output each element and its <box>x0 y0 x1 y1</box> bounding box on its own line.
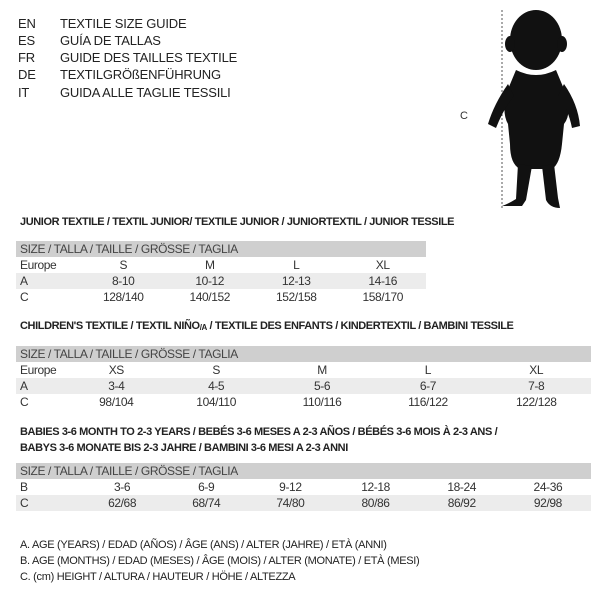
row-label: A <box>16 378 70 394</box>
children-section-title: CHILDREN'S TEXTILE / TEXTIL NIÑO/A / TEX… <box>20 320 514 332</box>
table-header: SIZE / TALLA / TAILLE / GRÖSSE / TAGLIA <box>16 346 591 362</box>
row-label: C <box>20 395 29 409</box>
row-label: Europe <box>20 258 57 272</box>
row-label: Europe <box>20 363 57 377</box>
cell: 12-13 <box>253 273 340 289</box>
cell: XS <box>108 363 125 377</box>
cell: 3-4 <box>70 378 163 394</box>
table-row: Europe S M L XL <box>16 257 426 273</box>
table-header: SIZE / TALLA / TAILLE / GRÖSSE / TAGLIA <box>16 241 426 257</box>
cell: 7-8 <box>481 378 591 394</box>
cell: 104/110 <box>196 395 236 409</box>
cell: 116/122 <box>408 395 448 409</box>
cell: 18-24 <box>447 480 477 494</box>
header-text: GUÍA DE TALLAS <box>60 33 161 48</box>
lang-code: IT <box>18 85 30 100</box>
junior-size-table: SIZE / TALLA / TAILLE / GRÖSSE / TAGLIA … <box>16 241 426 305</box>
cell: 122/128 <box>515 395 557 409</box>
legend-age-months: B. AGE (MONTHS) / EDAD (MESES) / ÂGE (MO… <box>20 555 420 567</box>
table-row: C 62/68 68/74 74/80 80/86 86/92 92/98 <box>16 495 591 511</box>
cell: 110/116 <box>302 395 342 409</box>
babies-section-title-line2: BABYS 3-6 MONATE BIS 2-3 JAHRE / BAMBINI… <box>20 442 348 454</box>
child-height-figure: C <box>460 10 580 209</box>
header-text: TEXTILGRÖßENFÜHRUNG <box>60 67 221 82</box>
cell: 140/152 <box>189 290 231 304</box>
header-line-en: EN TEXTILE SIZE GUIDE <box>18 16 187 31</box>
cell: 128/140 <box>102 290 144 304</box>
cell: 14-16 <box>339 273 426 289</box>
cell: 8-10 <box>80 273 167 289</box>
lang-code: DE <box>18 67 36 82</box>
header-text: TEXTILE SIZE GUIDE <box>60 16 187 31</box>
header-text: GUIDA ALLE TAGLIE TESSILI <box>60 85 231 100</box>
cell: 6-7 <box>374 378 482 394</box>
cell: XL <box>529 363 544 377</box>
cell: L <box>424 363 432 377</box>
cell: 80/86 <box>332 495 419 511</box>
cell: 62/68 <box>80 495 165 511</box>
cell: 6-9 <box>198 480 215 494</box>
title-text: CHILDREN'S TEXTILE / TEXTIL NIÑO <box>20 320 200 332</box>
table-row: Europe XS S M L XL <box>16 362 591 378</box>
child-silhouette-icon <box>488 10 580 208</box>
header-line-de: DE TEXTILGRÖßENFÜHRUNG <box>18 67 221 82</box>
cell: 24-36 <box>533 480 563 494</box>
table-header: SIZE / TALLA / TAILLE / GRÖSSE / TAGLIA <box>16 463 591 479</box>
cell: 10-12 <box>166 273 253 289</box>
children-size-table: SIZE / TALLA / TAILLE / GRÖSSE / TAGLIA … <box>16 346 591 410</box>
lang-code: EN <box>18 16 36 31</box>
header-line-fr: FR GUIDE DES TAILLES TEXTILE <box>18 50 237 65</box>
table-row: C 98/104 104/110 110/116 116/122 122/128 <box>16 394 591 410</box>
legend-height: C. (cm) HEIGHT / ALTURA / HAUTEUR / HÖHE… <box>20 571 296 583</box>
size-header: SIZE / TALLA / TAILLE / GRÖSSE / TAGLIA <box>16 346 591 362</box>
cell: L <box>293 258 300 272</box>
header-line-it: IT GUIDA ALLE TAGLIE TESSILI <box>18 85 231 100</box>
size-header: SIZE / TALLA / TAILLE / GRÖSSE / TAGLIA <box>16 463 591 479</box>
title-subscript: /A <box>199 323 208 332</box>
title-text: / TEXTILE DES ENFANTS / KINDERTEXTIL / B… <box>206 320 514 332</box>
cell: 98/104 <box>99 395 134 409</box>
cell: 92/98 <box>504 495 591 511</box>
babies-section-title-line1: BABIES 3-6 MONTH TO 2-3 YEARS / BEBÉS 3-… <box>20 426 498 438</box>
table-row: A 8-10 10-12 12-13 14-16 <box>16 273 426 289</box>
size-header: SIZE / TALLA / TAILLE / GRÖSSE / TAGLIA <box>16 241 426 257</box>
cell: 152/158 <box>275 290 317 304</box>
row-label: C <box>20 290 29 304</box>
row-label: A <box>16 273 80 289</box>
lang-code: FR <box>18 50 35 65</box>
table-row: B 3-6 6-9 9-12 12-18 18-24 24-36 <box>16 479 591 495</box>
legend-age-years: A. AGE (YEARS) / EDAD (AÑOS) / ÂGE (ANS)… <box>20 539 387 551</box>
row-label: C <box>16 495 80 511</box>
cell: M <box>317 363 327 377</box>
header-text: GUIDE DES TAILLES TEXTILE <box>60 50 238 65</box>
cell: 74/80 <box>248 495 333 511</box>
cell: S <box>212 363 220 377</box>
cell: 158/170 <box>362 290 404 304</box>
cell: 5-6 <box>269 378 375 394</box>
cell: 68/74 <box>164 495 249 511</box>
header-line-es: ES GUÍA DE TALLAS <box>18 33 161 48</box>
table-row: C 128/140 140/152 152/158 158/170 <box>16 289 426 305</box>
cell: 9-12 <box>279 480 302 494</box>
babies-size-table: SIZE / TALLA / TAILLE / GRÖSSE / TAGLIA … <box>16 463 591 511</box>
table-row: A 3-4 4-5 5-6 6-7 7-8 <box>16 378 591 394</box>
cell: M <box>204 258 215 272</box>
cell: 12-18 <box>361 480 390 494</box>
row-label: B <box>20 480 28 494</box>
cell: S <box>119 258 128 272</box>
height-label: C <box>460 110 468 122</box>
cell: XL <box>375 258 390 272</box>
cell: 4-5 <box>162 378 270 394</box>
junior-section-title: JUNIOR TEXTILE / TEXTIL JUNIOR/ TEXTILE … <box>20 216 455 228</box>
lang-code: ES <box>18 33 35 48</box>
cell: 86/92 <box>418 495 505 511</box>
cell: 3-6 <box>114 480 131 494</box>
